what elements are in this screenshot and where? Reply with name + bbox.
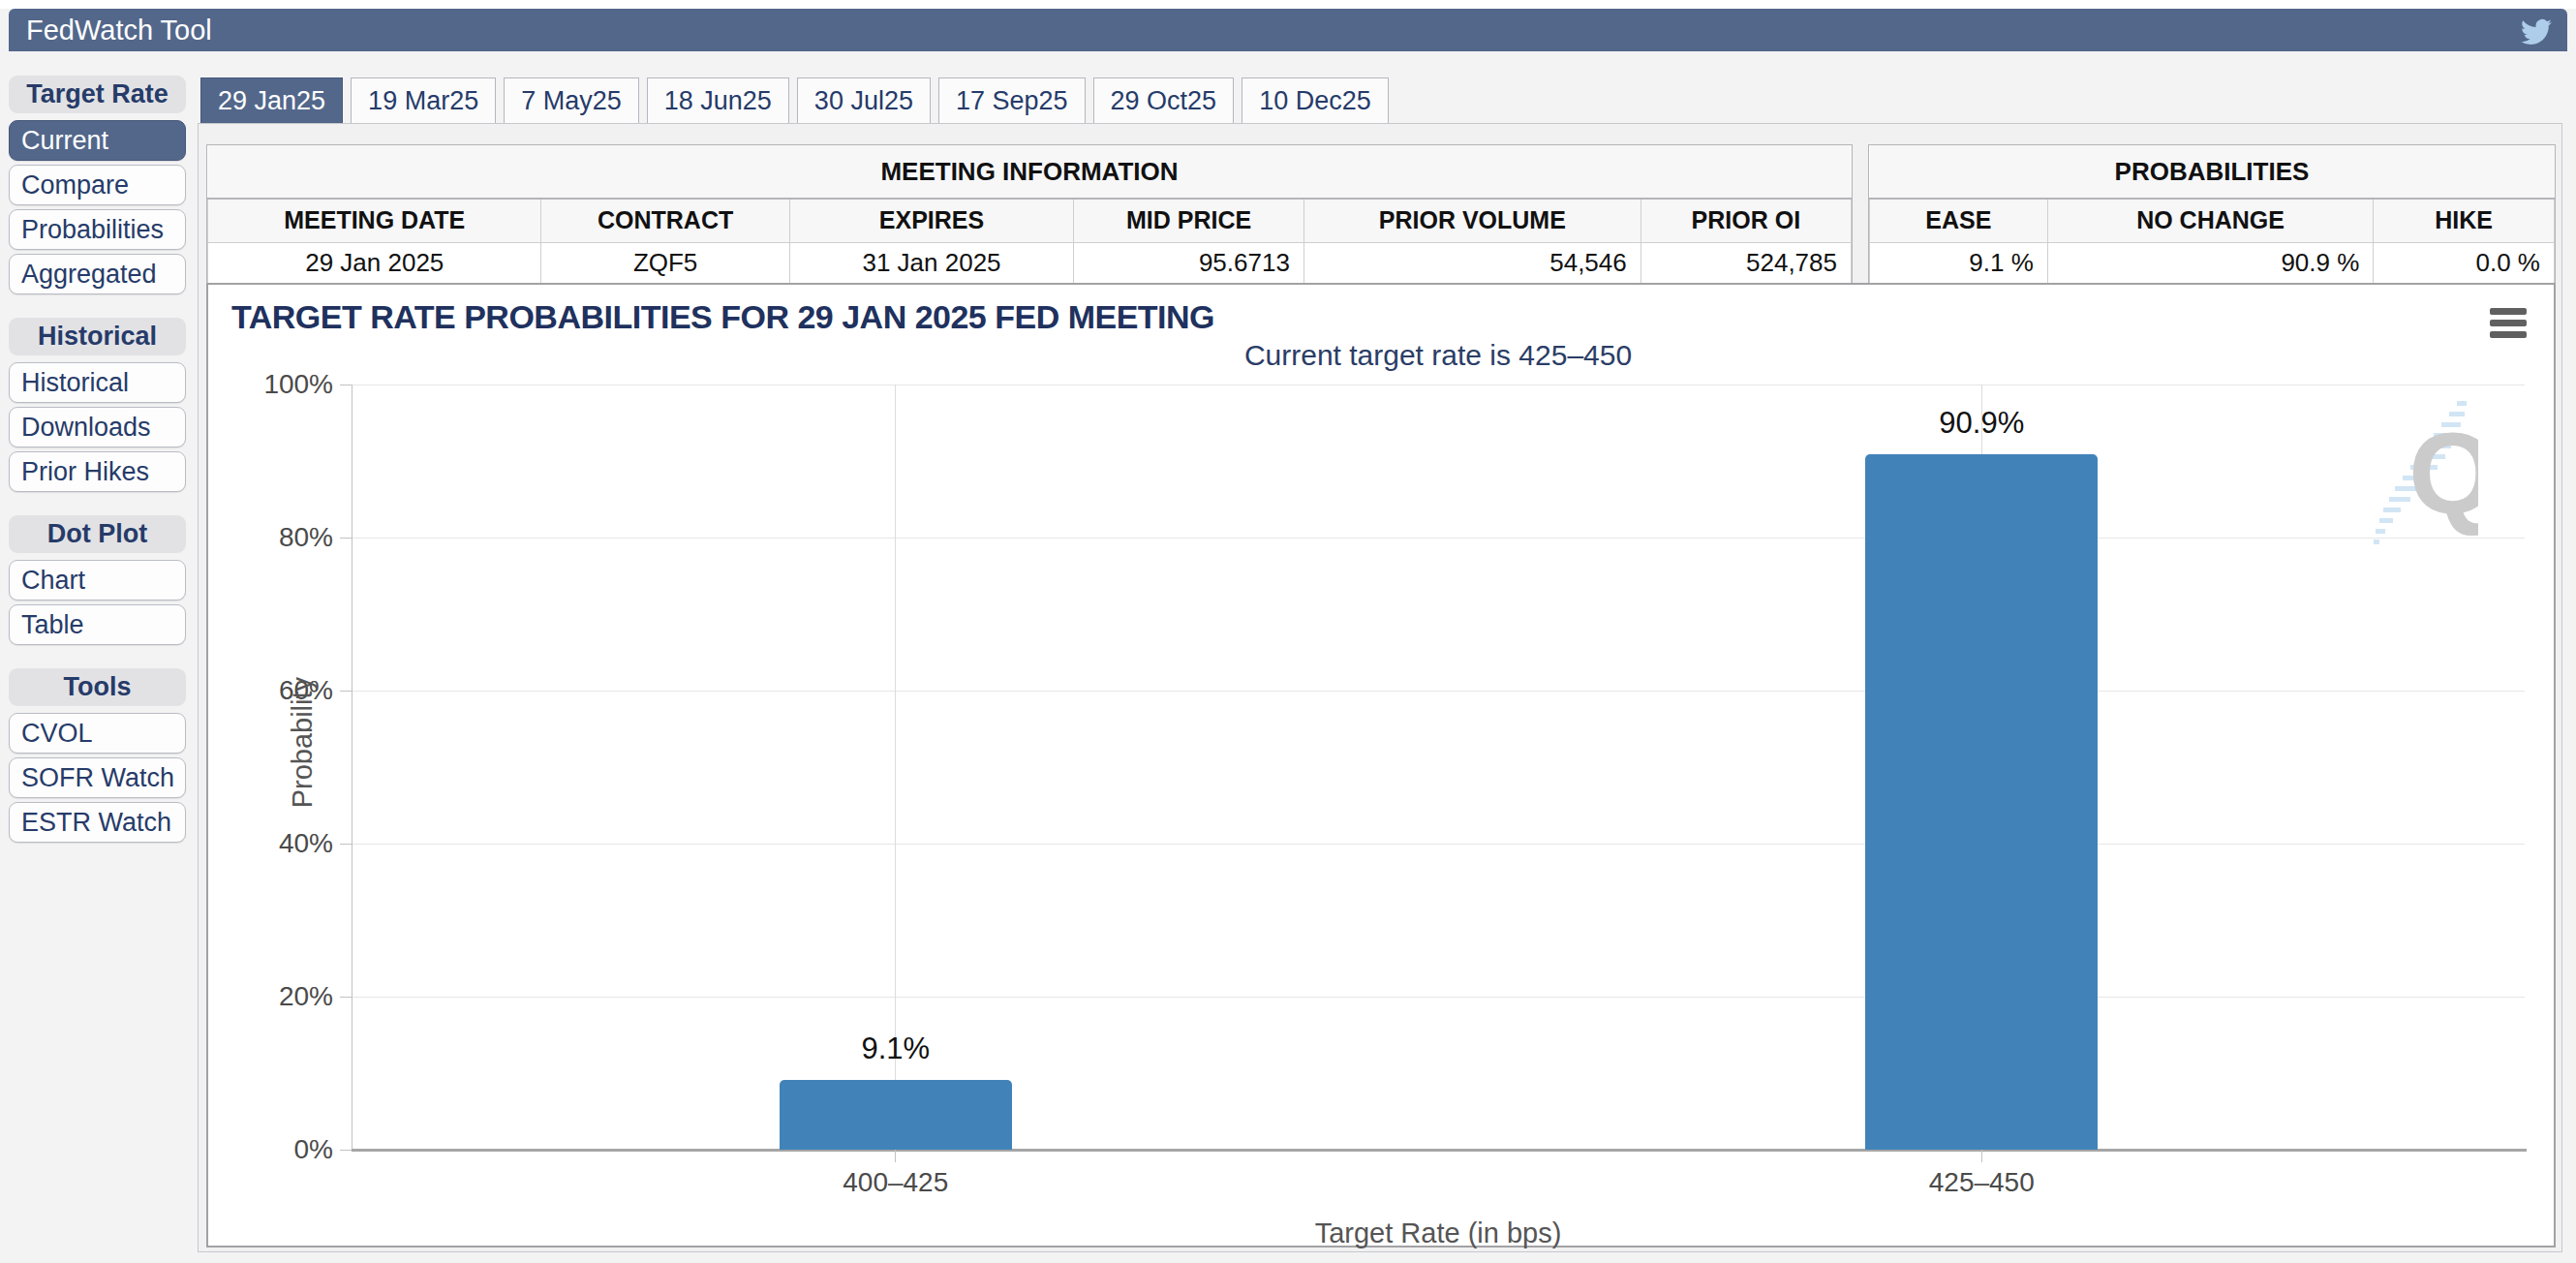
chart-title: TARGET RATE PROBABILITIES FOR 29 JAN 202… xyxy=(231,298,1214,336)
y-tick-mark xyxy=(340,844,352,845)
sidebar-item-sofr-watch[interactable]: SOFR Watch xyxy=(9,757,186,798)
y-tick-label: 40% xyxy=(279,828,333,859)
bar-400–425[interactable] xyxy=(780,1080,1012,1150)
column-header: HIKE xyxy=(2374,199,2555,242)
app-header: FedWatch Tool xyxy=(9,9,2567,51)
y-tick-mark xyxy=(340,997,352,998)
fedwatch-app: FedWatch Tool Target RateCurrentCompareP… xyxy=(0,0,2576,1263)
column-header: CONTRACT xyxy=(541,199,789,242)
sidebar-group-title: Historical xyxy=(9,318,186,355)
tab-18-jun25[interactable]: 18 Jun25 xyxy=(647,77,789,124)
tab-7-may25[interactable]: 7 May25 xyxy=(504,77,639,124)
sidebar-group-tools: Tools CVOLSOFR WatchESTR Watch xyxy=(9,668,186,843)
chart-panel: TARGET RATE PROBABILITIES FOR 29 JAN 202… xyxy=(206,283,2556,1248)
bar-425–450[interactable] xyxy=(1865,454,2098,1150)
sidebar-group-historical: HistoricalHistoricalDownloadsPrior Hikes xyxy=(9,318,186,492)
sidebar-item-prior-hikes[interactable]: Prior Hikes xyxy=(9,451,186,492)
chart-subtitle: Current target rate is 425–450 xyxy=(352,339,2525,372)
sidebar-item-historical[interactable]: Historical xyxy=(9,362,186,403)
column-header: PRIOR VOLUME xyxy=(1303,199,1641,242)
cell-value: 54,546 xyxy=(1303,242,1641,283)
y-tick-label: 80% xyxy=(279,522,333,553)
cell-value: 9.1 % xyxy=(1870,242,2048,283)
sidebar-item-aggregated[interactable]: Aggregated xyxy=(9,254,186,294)
sidebar-group-target-rate: Target Rate CurrentCompareProbabilitiesAg… xyxy=(9,76,186,294)
tab-30-jul25[interactable]: 30 Jul25 xyxy=(797,77,931,124)
sidebar-item-current[interactable]: Current xyxy=(9,120,186,161)
app-title: FedWatch Tool xyxy=(26,15,212,46)
sidebar-item-table[interactable]: Table xyxy=(9,604,186,645)
sidebar-group-title: Target Rate xyxy=(9,76,186,113)
column-header: MEETING DATE xyxy=(208,199,541,242)
column-header: EASE xyxy=(1870,199,2048,242)
tab-29-jan25[interactable]: 29 Jan25 xyxy=(200,77,343,124)
h-gridline xyxy=(353,997,2525,998)
x-tick-mark xyxy=(1981,1150,1982,1162)
sidebar-group-title: Tools xyxy=(9,668,186,706)
twitter-icon[interactable] xyxy=(2521,15,2552,46)
y-tick-mark xyxy=(340,538,352,539)
y-tick-label: 0% xyxy=(294,1134,333,1165)
tab-29-oct25[interactable]: 29 Oct25 xyxy=(1093,77,1235,124)
h-gridline xyxy=(353,691,2525,692)
cell-value: 524,785 xyxy=(1641,242,1851,283)
y-tick-mark xyxy=(340,691,352,692)
bar-value-label: 90.9% xyxy=(1836,406,2127,441)
y-axis-title: Probability xyxy=(287,677,319,808)
y-tick-label: 20% xyxy=(279,981,333,1012)
table-title: MEETING INFORMATION xyxy=(208,145,1852,199)
x-tick-label: 425–450 xyxy=(1836,1167,2127,1198)
plot-area: 0%20%40%60%80%100%9.1%400–42590.9%425–45… xyxy=(352,385,2525,1150)
tab-10-dec25[interactable]: 10 Dec25 xyxy=(1242,77,1389,124)
h-gridline xyxy=(353,538,2525,539)
column-header: NO CHANGE xyxy=(2047,199,2374,242)
meeting-information-table: MEETING INFORMATIONMEETING DATECONTRACTE… xyxy=(206,144,1853,285)
cell-value: 95.6713 xyxy=(1074,242,1304,283)
cell-value: 29 Jan 2025 xyxy=(208,242,541,283)
h-gridline xyxy=(353,844,2525,845)
tab-19-mar25[interactable]: 19 Mar25 xyxy=(351,77,496,124)
svg-text:Q: Q xyxy=(2408,410,2478,538)
x-axis-title: Target Rate (in bps) xyxy=(352,1217,2525,1249)
cell-value: 31 Jan 2025 xyxy=(789,242,1074,283)
column-header: EXPIRES xyxy=(789,199,1074,242)
cell-value: ZQF5 xyxy=(541,242,789,283)
column-header: MID PRICE xyxy=(1074,199,1304,242)
y-tick-mark xyxy=(340,1150,352,1151)
bar-value-label: 9.1% xyxy=(751,1032,1041,1066)
sidebar: Target Rate CurrentCompareProbabilitiesAg… xyxy=(9,76,186,866)
sidebar-group-dot-plot: Dot Plot ChartTable xyxy=(9,515,186,645)
table-title: PROBABILITIES xyxy=(1870,145,2555,199)
sidebar-item-cvol[interactable]: CVOL xyxy=(9,713,186,754)
x-tick-mark xyxy=(895,1150,896,1162)
x-axis-line xyxy=(352,1149,2527,1152)
sidebar-item-chart[interactable]: Chart xyxy=(9,560,186,601)
quikstrike-watermark-icon: Q xyxy=(2372,399,2478,554)
content-panel: MEETING INFORMATIONMEETING DATECONTRACTE… xyxy=(198,123,2562,1252)
y-tick-label: 100% xyxy=(263,369,333,400)
tab-17-sep25[interactable]: 17 Sep25 xyxy=(938,77,1086,124)
sidebar-item-compare[interactable]: Compare xyxy=(9,165,186,205)
column-header: PRIOR OI xyxy=(1641,199,1851,242)
sidebar-group-title: Dot Plot xyxy=(9,515,186,553)
sidebar-item-probabilities[interactable]: Probabilities xyxy=(9,209,186,250)
sidebar-item-estr-watch[interactable]: ESTR Watch xyxy=(9,802,186,843)
meeting-tabs: 29 Jan2519 Mar257 May2518 Jun2530 Jul251… xyxy=(200,77,1389,124)
x-tick-label: 400–425 xyxy=(751,1167,1041,1198)
sidebar-item-downloads[interactable]: Downloads xyxy=(9,407,186,447)
cell-value: 0.0 % xyxy=(2374,242,2555,283)
cell-value: 90.9 % xyxy=(2047,242,2374,283)
chart-menu-icon[interactable] xyxy=(2490,308,2527,343)
probabilities-table: PROBABILITIESEASENO CHANGEHIKE 9.1 %90.9 … xyxy=(1868,144,2556,285)
